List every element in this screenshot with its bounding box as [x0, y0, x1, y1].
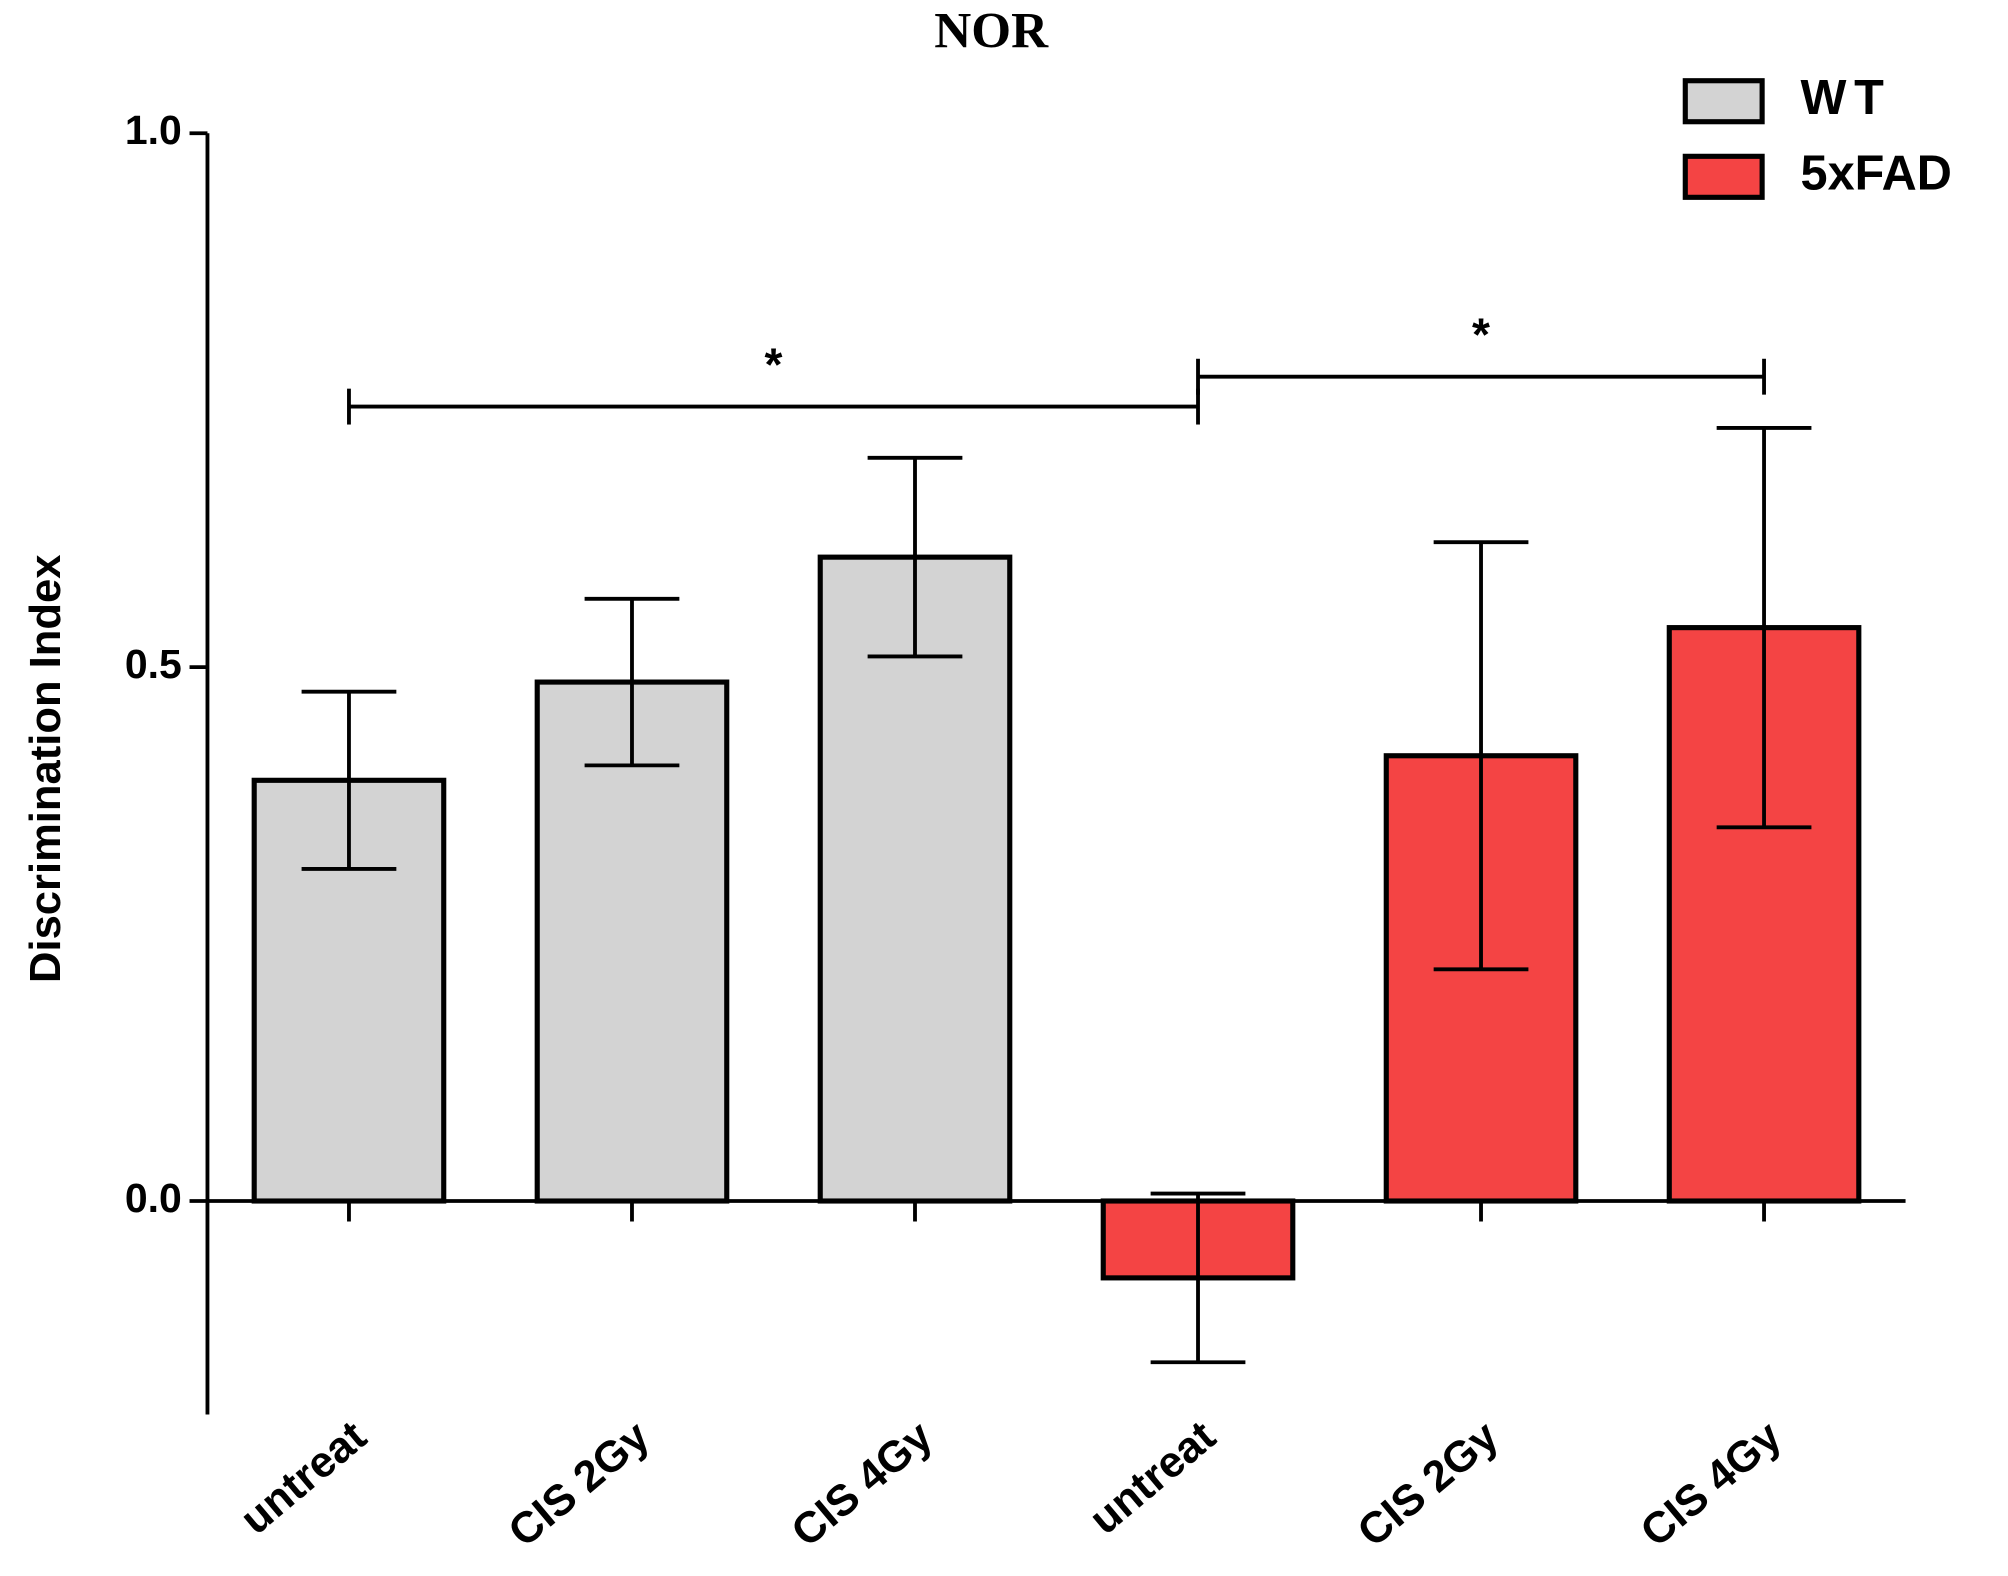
legend-swatch — [1682, 78, 1765, 125]
bar — [817, 554, 1013, 1204]
x-tick-label: CIS 4Gy — [1632, 1412, 1791, 1556]
legend-label: WT — [1801, 71, 1892, 125]
chart-title: NOR — [934, 3, 1049, 60]
x-tick-label: CIS 2Gy — [1349, 1412, 1508, 1556]
significance-label: * — [1472, 308, 1490, 360]
legend-swatch — [1682, 153, 1765, 200]
significance-label: * — [765, 338, 783, 390]
x-tick-label: untreat — [232, 1412, 376, 1544]
y-axis-label: Discrimination Index — [22, 555, 70, 983]
y-tick-label: 0.5 — [125, 641, 182, 687]
y-tick-label: 0.0 — [125, 1175, 182, 1221]
bar — [534, 679, 730, 1204]
x-tick-label: CIS 2Gy — [500, 1412, 659, 1556]
x-tick-label: CIS 4Gy — [783, 1412, 942, 1556]
x-tick-label: untreat — [1081, 1412, 1225, 1544]
legend-label: 5xFAD — [1801, 147, 1952, 201]
bar — [1383, 753, 1579, 1204]
y-tick-label: 1.0 — [125, 107, 182, 153]
